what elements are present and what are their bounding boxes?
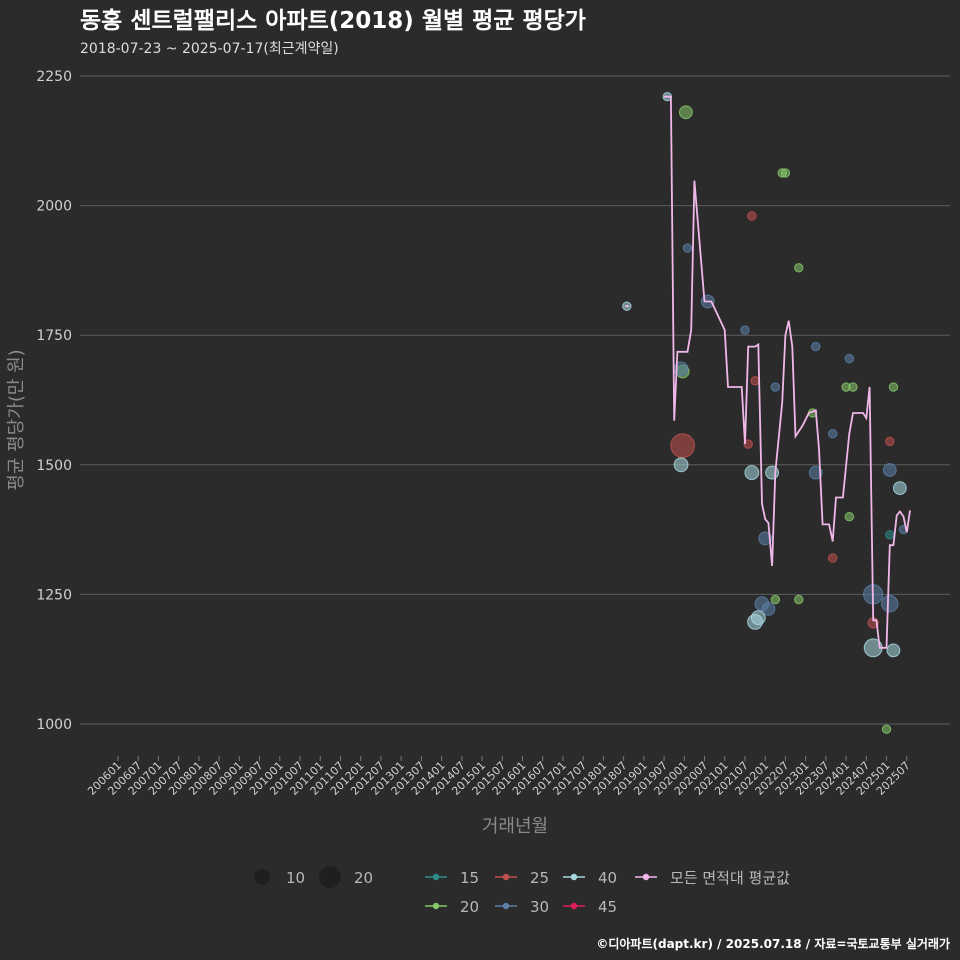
source-caption: ©디아파트(dapt.kr) / 2025.07.18 / 자료=국토교통부 실… — [596, 936, 950, 951]
point-40 — [750, 610, 766, 626]
legend-label-s20: 20 — [460, 898, 479, 916]
y-tick-label: 1500 — [36, 458, 72, 474]
legend-swatch-dot — [570, 873, 578, 881]
point-40 — [673, 457, 689, 473]
chart-title: 동홍 센트럴팰리스 아파트(2018) 월별 평균 평당가 — [80, 8, 586, 34]
legend-swatch-dot — [502, 902, 510, 910]
point-30 — [808, 465, 823, 480]
point-25 — [885, 436, 895, 447]
point-20 — [780, 168, 791, 178]
size-legend-dot — [319, 866, 341, 888]
legend-label-s15: 15 — [460, 869, 479, 887]
y-axis-title: 평균 평당가(만 원) — [6, 349, 27, 490]
size-legend-label: 20 — [354, 869, 373, 887]
point-40 — [886, 643, 901, 658]
point-25 — [828, 553, 838, 563]
point-30 — [740, 325, 750, 335]
legend-swatch-dot — [432, 902, 440, 910]
legend: 10 20 15 20 25 30 40 45 모든 면적대 평균값 — [254, 866, 790, 916]
legend-label-s40: 40 — [598, 869, 617, 887]
point-30 — [761, 602, 776, 616]
point-25 — [750, 376, 760, 386]
point-30 — [828, 428, 838, 439]
point-20 — [888, 382, 899, 392]
y-tick-label: 2250 — [36, 69, 72, 85]
y-tick-label: 1750 — [36, 328, 72, 344]
point-20 — [848, 382, 858, 392]
point-20 — [770, 594, 781, 605]
chart-subtitle: 2018-07-23 ~ 2025-07-17(최근계약일) — [80, 41, 339, 57]
y-tick-label: 1250 — [36, 587, 72, 603]
point-20 — [794, 263, 804, 273]
average-line-group — [625, 95, 911, 649]
point-20 — [881, 724, 892, 734]
point-30 — [758, 531, 773, 546]
size-legend-label: 10 — [286, 869, 305, 887]
point-15 — [885, 530, 895, 540]
x-axis-title: 거래년월 — [482, 816, 548, 837]
y-tick-label: 1000 — [36, 717, 72, 733]
legend-swatch-dot — [432, 873, 440, 881]
legend-label-s30: 30 — [530, 898, 549, 916]
point-30 — [844, 353, 855, 364]
point-25 — [747, 211, 757, 221]
y-axis-ticks: 1000 1250 1500 1750 2000 2250 — [36, 69, 72, 733]
scatter-points — [622, 92, 909, 734]
legend-label-avg: 모든 면적대 평균값 — [670, 869, 790, 887]
point-20 — [794, 594, 804, 605]
legend-label-s25: 25 — [530, 869, 549, 887]
legend-swatch-dot — [502, 873, 510, 881]
gridlines — [80, 75, 950, 725]
point-40 — [892, 481, 907, 496]
legend-swatch-dot — [642, 873, 650, 881]
point-25 — [743, 439, 753, 449]
point-40 — [744, 465, 760, 480]
point-30 — [882, 463, 897, 477]
point-20 — [679, 105, 693, 120]
point-30 — [811, 341, 821, 352]
point-30 — [881, 595, 899, 613]
y-tick-label: 2000 — [36, 199, 72, 215]
point-20 — [844, 511, 855, 522]
point-25 — [670, 433, 696, 458]
point-30 — [770, 382, 781, 392]
legend-label-s45: 45 — [598, 898, 617, 916]
average-line — [625, 95, 911, 649]
size-legend-dot — [254, 869, 270, 885]
legend-swatch-dot — [570, 902, 578, 910]
point-30 — [682, 243, 693, 253]
